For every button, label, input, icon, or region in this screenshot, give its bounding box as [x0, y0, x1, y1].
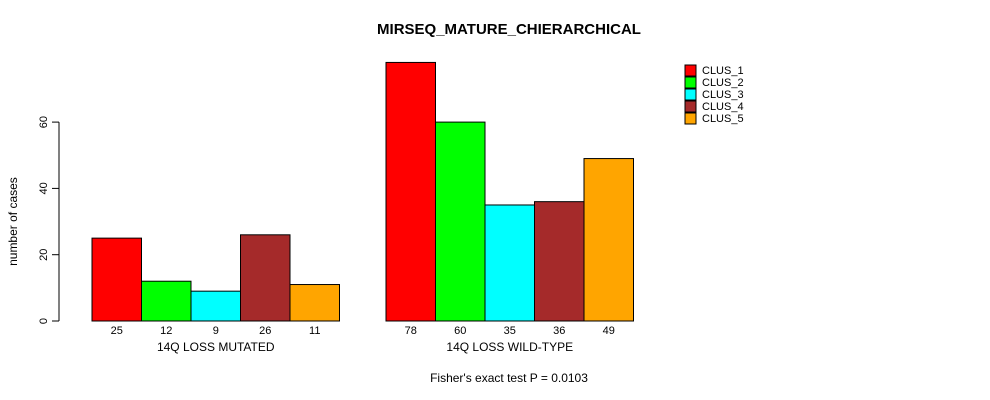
- bar-clus_2-1: [141, 280, 192, 322]
- legend-label: CLUS_5: [702, 113, 744, 125]
- group-label: 14Q LOSS WILD-TYPE: [446, 340, 573, 354]
- y-tick-label: 40: [38, 182, 50, 194]
- y-axis-label: number of cases: [6, 177, 20, 266]
- legend-swatch-clus_5: [684, 112, 697, 125]
- bar-value-label: 25: [111, 325, 123, 337]
- bar-clus_2-2: [435, 121, 486, 322]
- legend-swatch-clus_2: [684, 76, 697, 89]
- legend-label: CLUS_2: [702, 77, 744, 89]
- bar-value-label: 78: [405, 325, 417, 337]
- legend-label: CLUS_1: [702, 65, 744, 77]
- bar-value-label: 9: [213, 325, 219, 337]
- bar-value-label: 12: [160, 325, 172, 337]
- legend-swatch-clus_4: [684, 100, 697, 113]
- bar-value-label: 11: [309, 325, 320, 337]
- bar-clus_3-2: [484, 204, 535, 322]
- bar-clus_1-2: [385, 61, 436, 322]
- bar-value-label: 49: [603, 325, 615, 337]
- y-tick-label: 60: [38, 116, 50, 128]
- legend-swatch-clus_3: [684, 88, 697, 101]
- bar-value-label: 36: [553, 325, 565, 337]
- bar-clus_4-2: [534, 201, 585, 322]
- legend-swatch-clus_1: [684, 64, 697, 77]
- legend-label: CLUS_4: [702, 101, 744, 113]
- bar-clus_5-1: [289, 284, 340, 322]
- y-tick-label: 20: [38, 249, 50, 261]
- group-label: 14Q LOSS MUTATED: [157, 340, 275, 354]
- bar-clus_1-1: [91, 237, 142, 322]
- annotation-text: Fisher's exact test P = 0.0103: [430, 371, 588, 385]
- legend-label: CLUS_3: [702, 89, 744, 101]
- bar-value-label: 26: [259, 325, 271, 337]
- bar-clus_5-2: [583, 158, 634, 322]
- bar-value-label: 60: [454, 325, 466, 337]
- y-tick-label: 0: [38, 318, 50, 324]
- bar-value-label: 35: [504, 325, 516, 337]
- chart-title: MIRSEQ_MATURE_CHIERARCHICAL: [377, 21, 641, 38]
- bar-clus_4-1: [240, 234, 291, 322]
- bar-clus_3-1: [190, 290, 241, 322]
